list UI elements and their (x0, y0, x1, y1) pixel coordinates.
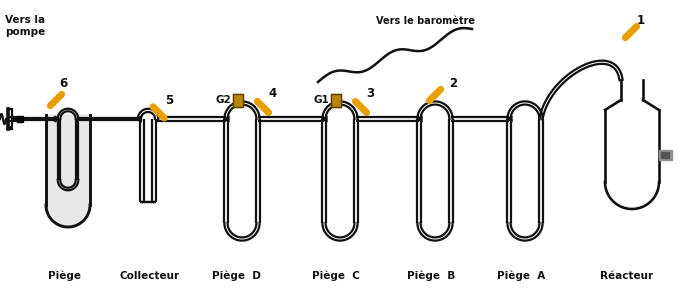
Text: Vers le baromètre: Vers le baromètre (376, 16, 475, 26)
Polygon shape (136, 116, 141, 122)
Text: G2: G2 (216, 95, 232, 105)
Text: 2: 2 (449, 77, 457, 90)
Text: Piège  C: Piège C (312, 271, 360, 281)
Bar (659, 150, 672, 160)
Text: 6: 6 (59, 77, 67, 90)
Text: 1: 1 (637, 14, 645, 27)
Bar (661, 152, 669, 158)
Polygon shape (507, 116, 512, 122)
Text: Piège: Piège (48, 271, 81, 281)
Text: Piège  D: Piège D (212, 271, 261, 281)
Text: Vers la
pompe: Vers la pompe (5, 15, 45, 37)
Text: 5: 5 (165, 94, 173, 108)
Polygon shape (51, 116, 56, 122)
Text: 3: 3 (366, 87, 374, 100)
Polygon shape (46, 115, 90, 227)
Text: Piège  B: Piège B (407, 271, 455, 281)
Text: Collecteur: Collecteur (120, 271, 180, 281)
Text: Réacteur: Réacteur (601, 271, 653, 281)
Text: 4: 4 (268, 87, 276, 100)
Polygon shape (417, 116, 422, 122)
Bar (17, 116, 23, 122)
Polygon shape (224, 116, 229, 122)
FancyBboxPatch shape (331, 94, 341, 107)
Text: Piège  A: Piège A (497, 271, 545, 281)
Text: G1: G1 (314, 95, 330, 105)
Polygon shape (322, 116, 327, 122)
FancyBboxPatch shape (233, 94, 243, 107)
